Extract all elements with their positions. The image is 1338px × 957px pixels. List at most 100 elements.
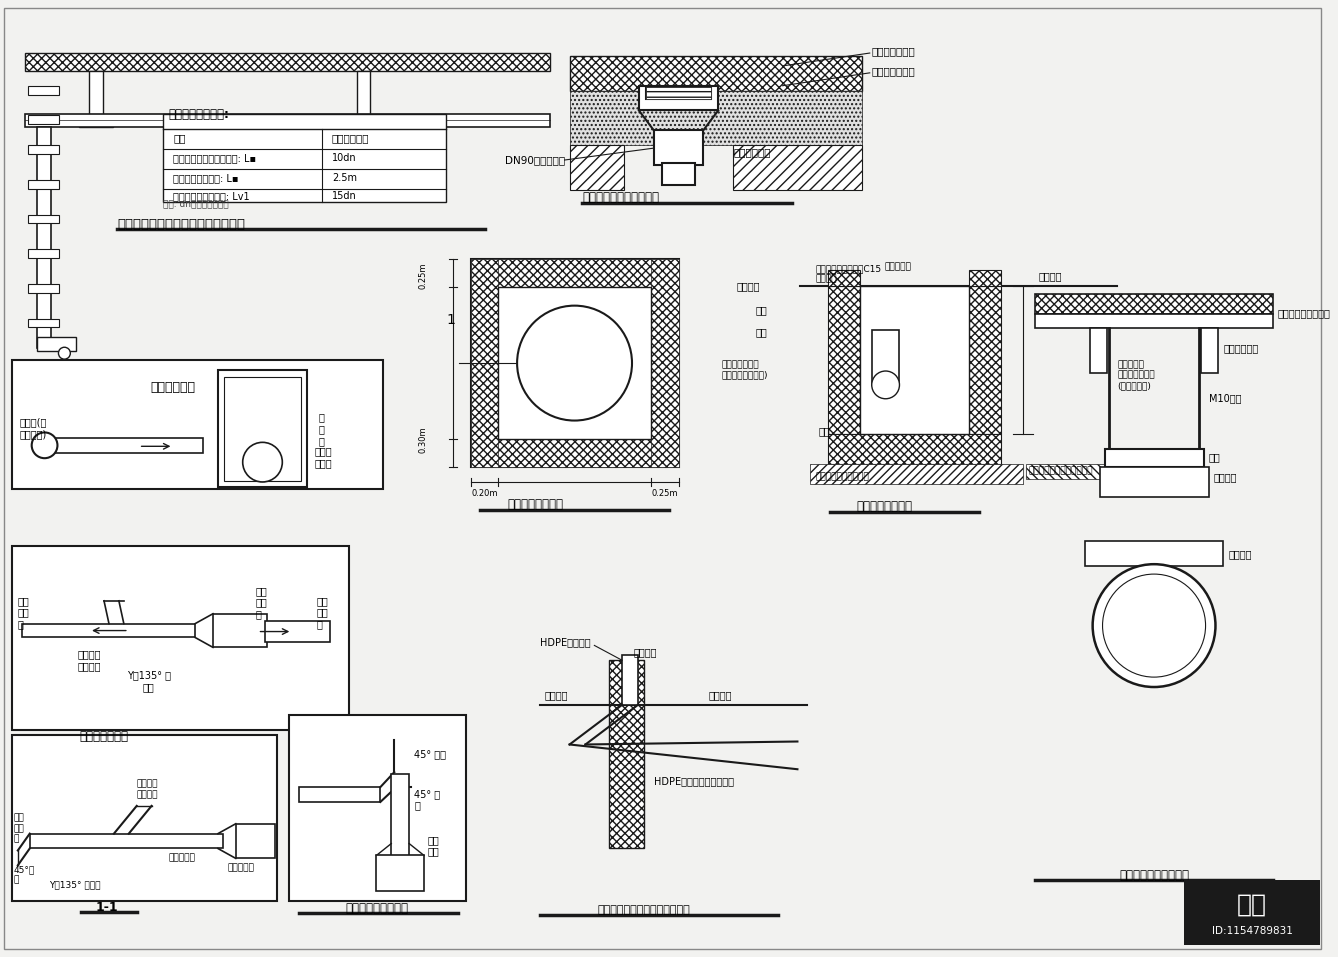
Bar (28, 180, 59, 189)
Text: 建筑墙体: 建筑墙体 (634, 647, 657, 657)
Bar (12, 735, 277, 901)
Text: 雨
水
井: 雨 水 井 (318, 412, 325, 446)
Text: 注明: dn表示管道的直径: 注明: dn表示管道的直径 (163, 199, 229, 208)
Text: 素土夯实用于无地下水: 素土夯实用于无地下水 (815, 473, 868, 481)
Text: 导向管卡: 导向管卡 (1228, 549, 1252, 559)
Text: 45°弯
头: 45°弯 头 (13, 865, 35, 884)
Text: 室外地面: 室外地面 (545, 690, 569, 700)
Bar (25, 53, 550, 71)
Bar (570, 145, 624, 189)
Bar (265, 621, 330, 642)
Circle shape (32, 433, 58, 458)
Text: 管道排布示意图: 管道排布示意图 (79, 730, 128, 743)
Bar (289, 715, 466, 901)
Text: 二次浇注细石混凝土C15: 二次浇注细石混凝土C15 (815, 264, 882, 274)
Text: HDPE出户管管径逐级放大: HDPE出户管管径逐级放大 (654, 776, 733, 786)
Bar (28, 284, 59, 293)
Text: 水平支管
接雨水斗: 水平支管 接雨水斗 (78, 650, 100, 671)
Text: 1-1: 1-1 (96, 901, 118, 915)
Bar (28, 145, 59, 154)
Bar (811, 464, 1024, 484)
Bar (1036, 314, 1272, 328)
Text: 防水堵漏剂填充: 防水堵漏剂填充 (872, 46, 915, 56)
Text: 水平支管
接雨水斗: 水平支管 接雨水斗 (136, 780, 158, 799)
Text: 0.25m: 0.25m (652, 489, 678, 498)
Bar (28, 86, 59, 95)
Bar (36, 127, 51, 348)
Bar (12, 360, 384, 489)
Bar (213, 613, 268, 647)
Text: www.znzmo.com: www.znzmo.com (454, 525, 537, 588)
Text: ID:1154789831: ID:1154789831 (1212, 925, 1293, 936)
Bar (646, 87, 712, 99)
Bar (28, 249, 59, 258)
Bar (828, 286, 860, 434)
Bar (471, 259, 678, 467)
Circle shape (516, 305, 632, 420)
Bar (1089, 328, 1108, 373)
Text: www.znzmo.com: www.znzmo.com (157, 179, 240, 240)
Text: 室外地面: 室外地面 (815, 275, 836, 283)
Text: 室外地面: 室外地面 (736, 280, 760, 291)
Bar (1105, 449, 1204, 467)
Bar (828, 270, 860, 286)
Bar (609, 660, 644, 849)
Bar (1026, 464, 1116, 479)
Bar (570, 56, 862, 91)
Bar (25, 115, 550, 127)
Bar (498, 287, 650, 439)
Text: 水平
悬吊
管: 水平 悬吊 管 (317, 596, 329, 629)
Bar (163, 115, 446, 202)
Bar (90, 71, 103, 125)
Text: 立管管卡的安装间距: Lv1: 立管管卡的安装间距: Lv1 (174, 190, 250, 201)
Bar (646, 87, 712, 99)
Bar (872, 330, 899, 385)
Text: 最大安装间距: 最大安装间距 (332, 133, 369, 144)
Bar (969, 286, 1001, 434)
Bar (79, 119, 112, 127)
Bar (218, 370, 308, 487)
Bar (471, 439, 678, 467)
Text: Y型135° 斜
三通: Y型135° 斜 三通 (127, 670, 170, 692)
Bar (1100, 467, 1208, 497)
Text: 雨水斗在混凝土天沟安装: 雨水斗在混凝土天沟安装 (582, 191, 660, 204)
Bar (29, 834, 223, 849)
Text: 10dn: 10dn (332, 153, 356, 163)
Bar (622, 656, 638, 705)
Text: M10螺杆: M10螺杆 (1208, 392, 1242, 403)
Text: 雨水管埋地出户管径放大示意图: 雨水管埋地出户管径放大示意图 (598, 905, 690, 915)
Text: www.znzmo.com: www.znzmo.com (848, 530, 935, 583)
Text: 砂石或卵石层用于有地下水: 砂石或卵石层用于有地下水 (1028, 467, 1093, 476)
Text: 井壁: 井壁 (756, 327, 768, 338)
Bar (28, 214, 59, 223)
Text: 焊接或膨胀螺栓固定: 焊接或膨胀螺栓固定 (1278, 308, 1331, 319)
Text: 45° 弯头: 45° 弯头 (413, 749, 446, 760)
Text: 2.5m: 2.5m (332, 173, 357, 183)
Circle shape (872, 371, 899, 399)
Text: 45° 弯
头: 45° 弯 头 (413, 790, 440, 811)
Bar (662, 163, 696, 185)
Text: 室外雨水管
管径由室外排水
(工程师确定): 室外雨水管 管径由室外排水 (工程师确定) (1117, 360, 1155, 389)
Text: 出户管(含
理地部分): 出户管(含 理地部分) (20, 417, 47, 439)
Bar (828, 434, 1001, 464)
Bar (640, 86, 719, 110)
Text: www.znzmo.com: www.znzmo.com (353, 330, 439, 386)
Bar (376, 856, 424, 891)
Bar (12, 546, 349, 729)
Circle shape (1093, 565, 1215, 687)
Text: 项目: 项目 (174, 133, 186, 144)
Text: 底板: 底板 (819, 427, 830, 436)
Text: 水平
悬吊
管: 水平 悬吊 管 (17, 596, 29, 629)
Text: 消能井平面示意图: 消能井平面示意图 (507, 499, 563, 511)
Bar (654, 130, 704, 165)
Bar (860, 286, 969, 434)
Circle shape (242, 442, 282, 482)
Text: 水平管安装片: 水平管安装片 (1223, 344, 1259, 353)
Text: 方钢吊卡: 方钢吊卡 (1214, 472, 1238, 482)
Text: 水平悬吊管: 水平悬吊管 (169, 854, 195, 862)
Text: 室外地面: 室外地面 (708, 690, 732, 700)
Text: 井盖及基座: 井盖及基座 (884, 262, 911, 272)
Text: 知末: 知末 (1238, 893, 1267, 917)
Bar (969, 270, 1001, 286)
Text: www.znzmo.com: www.znzmo.com (650, 280, 736, 336)
